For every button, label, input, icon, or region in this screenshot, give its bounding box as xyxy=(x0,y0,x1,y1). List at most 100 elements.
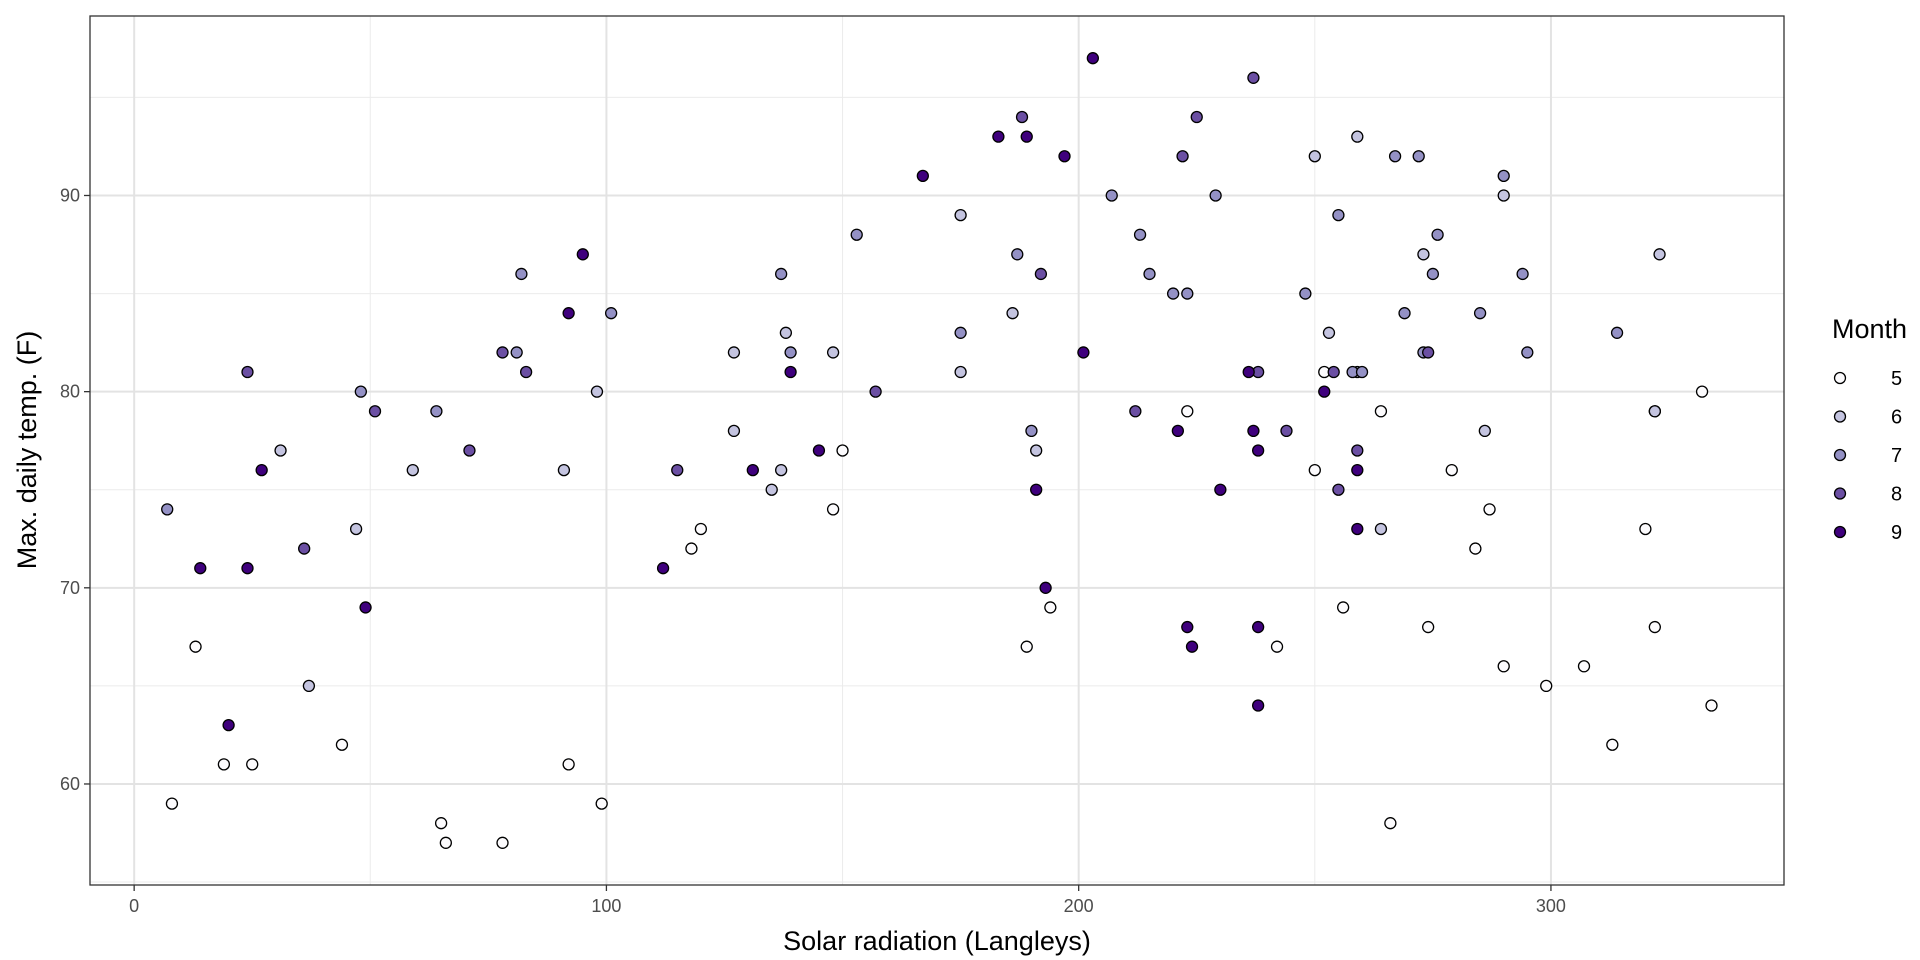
data-point-month-9 xyxy=(576,248,589,261)
data-point-month-5 xyxy=(1181,405,1194,418)
data-point-month-6 xyxy=(727,424,741,438)
data-point-month-8 xyxy=(298,542,311,555)
data-point-month-5 xyxy=(1044,601,1057,614)
data-point-month-9 xyxy=(1030,483,1043,496)
data-point-month-6 xyxy=(1497,189,1510,202)
data-point-month-9 xyxy=(1086,52,1099,65)
data-point-month-9 xyxy=(1077,346,1090,359)
data-point-month-8 xyxy=(869,385,882,398)
plot-panel xyxy=(89,15,1785,886)
data-point-month-6 xyxy=(765,483,778,496)
data-point-month-9 xyxy=(1318,385,1331,398)
data-point-month-7 xyxy=(1398,307,1411,320)
data-point-month-7 xyxy=(1181,287,1194,300)
data-point-month-7 xyxy=(354,385,367,398)
data-point-month-9 xyxy=(1242,365,1255,379)
data-point-month-7 xyxy=(1426,267,1440,281)
legend-key-month-6 xyxy=(1833,410,1847,423)
data-point-month-6 xyxy=(302,679,316,693)
data-point-month-5 xyxy=(1469,542,1482,555)
data-point-month-7 xyxy=(1355,365,1369,379)
data-point-month-8 xyxy=(496,346,509,359)
data-point-month-6 xyxy=(1322,326,1336,339)
data-point-month-6 xyxy=(954,208,967,222)
axes: 0 100 200 300 60 70 80 90 xyxy=(60,185,1566,916)
data-point-month-8 xyxy=(1176,150,1189,163)
x-axis-title: Solar radiation (Langleys) xyxy=(783,926,1091,956)
data-point-month-8 xyxy=(1247,71,1260,84)
data-point-month-5 xyxy=(826,503,840,516)
data-point-month-6 xyxy=(954,365,967,379)
panel-border xyxy=(89,15,1785,886)
x-tick-label: 0 xyxy=(129,896,139,916)
data-point-month-6 xyxy=(1478,424,1491,438)
data-point-month-9 xyxy=(916,169,929,183)
data-point-month-6 xyxy=(1374,522,1388,536)
data-point-month-7 xyxy=(850,228,863,241)
legend-label-month-8: 8 xyxy=(1891,484,1902,506)
legend-title: Month xyxy=(1832,314,1907,344)
legend: Month 5 6 7 8 9 xyxy=(1832,314,1907,544)
data-point-month-7 xyxy=(430,405,443,418)
data-point-month-9 xyxy=(1251,620,1265,634)
y-tick-label: 90 xyxy=(60,185,80,205)
data-point-month-8 xyxy=(1015,110,1029,124)
data-point-month-9 xyxy=(194,562,207,575)
data-point-month-9 xyxy=(1351,463,1364,477)
data-point-month-5 xyxy=(335,738,349,751)
data-point-month-9 xyxy=(1247,424,1260,438)
data-point-month-5 xyxy=(1308,463,1321,477)
data-point-month-9 xyxy=(1251,444,1265,457)
data-point-month-6 xyxy=(274,444,287,457)
legend-key-month-9 xyxy=(1833,525,1847,539)
data-point-month-6 xyxy=(1308,150,1321,163)
y-axis-title: Max. daily temp. (F) xyxy=(12,331,42,570)
data-point-month-7 xyxy=(1143,267,1156,281)
data-point-month-9 xyxy=(1214,483,1227,496)
data-point-month-9 xyxy=(241,562,254,575)
data-point-month-6 xyxy=(1648,405,1661,418)
data-point-month-7 xyxy=(1332,208,1345,222)
data-point-month-5 xyxy=(1483,503,1496,516)
data-point-month-7 xyxy=(604,307,618,320)
data-point-month-9 xyxy=(222,718,235,732)
data-point-month-5 xyxy=(165,797,179,810)
data-point-month-5 xyxy=(1577,660,1591,673)
data-point-month-9 xyxy=(1181,620,1194,634)
data-point-month-8 xyxy=(671,463,684,477)
data-point-month-6 xyxy=(1351,130,1364,143)
x-tick-label: 300 xyxy=(1536,896,1566,916)
data-point-month-9 xyxy=(1020,130,1033,143)
y-tick-label: 80 xyxy=(60,382,80,402)
data-point-month-9 xyxy=(992,130,1005,143)
data-point-month-6 xyxy=(349,522,363,536)
data-point-month-7 xyxy=(1473,307,1487,320)
data-point-month-9 xyxy=(562,307,575,320)
data-point-month-7 xyxy=(515,267,528,281)
data-point-month-6 xyxy=(775,463,788,477)
data-point-month-8 xyxy=(1332,483,1345,496)
data-point-month-7 xyxy=(1610,326,1624,339)
data-point-month-9 xyxy=(359,601,372,614)
data-point-month-5 xyxy=(439,836,452,849)
data-point-month-8 xyxy=(1190,110,1203,124)
data-point-month-5 xyxy=(1705,699,1718,712)
legend-key-month-7 xyxy=(1833,448,1847,462)
data-point-month-6 xyxy=(727,346,741,359)
data-point-month-5 xyxy=(1336,601,1350,614)
data-point-month-5 xyxy=(1384,817,1397,830)
data-point-month-7 xyxy=(784,346,797,359)
data-point-month-7 xyxy=(1388,150,1402,163)
data-point-month-8 xyxy=(1351,444,1364,457)
data-point-month-7 xyxy=(1497,169,1510,183)
data-point-month-7 xyxy=(510,346,523,359)
data-point-month-8 xyxy=(519,365,533,379)
data-point-month-9 xyxy=(1171,424,1185,438)
data-point-month-7 xyxy=(1025,424,1038,438)
data-point-month-5 xyxy=(496,836,509,849)
data-point-month-8 xyxy=(1327,365,1340,379)
data-point-month-5 xyxy=(1606,738,1619,751)
data-point-month-5 xyxy=(1540,679,1553,693)
data-point-month-5 xyxy=(694,522,708,536)
data-point-month-5 xyxy=(562,758,575,771)
